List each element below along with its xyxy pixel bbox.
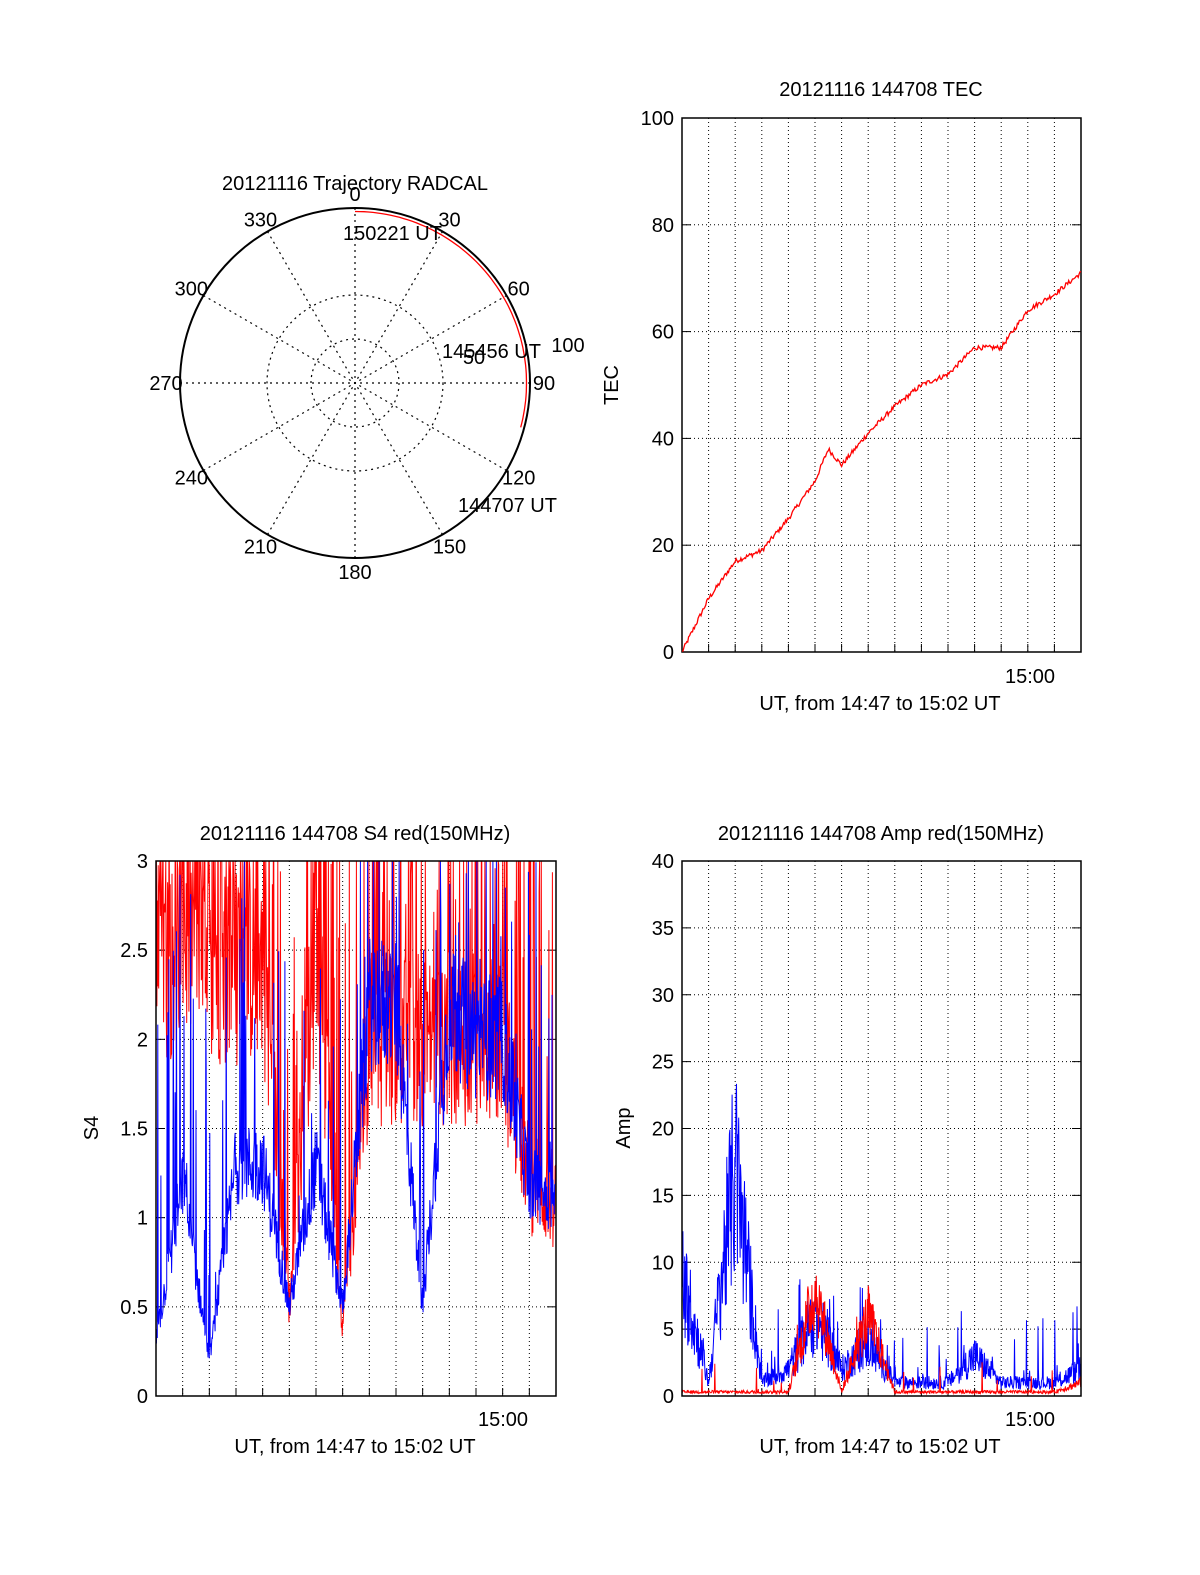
y-tick-label: 20	[652, 1119, 674, 1141]
s4-y-tick-labels: 0 0.5 1 1.5 2 2.5 3	[120, 851, 148, 1408]
amp-plot: 20121116 144708 Amp red(150MHz) 0 5 10 15 20…	[613, 823, 1082, 1458]
s4-axes-frame	[155, 860, 557, 1397]
polar-angle-label: 30	[438, 209, 460, 231]
polar-angle-label: 120	[502, 468, 535, 490]
amp-axes-frame	[681, 860, 1082, 1397]
y-tick-label: 3	[137, 851, 148, 873]
polar-angle-label: 270	[149, 373, 182, 395]
polar-spoke	[266, 231, 444, 535]
polar-angle-label: 330	[244, 209, 277, 231]
y-tick-label: 5	[663, 1319, 674, 1341]
tec-series-red	[681, 270, 1082, 652]
amp-y-tick-labels: 0 5 10 15 20 25 30 35 40	[652, 851, 674, 1408]
y-tick-label: 1	[137, 1208, 148, 1230]
tec-axes-frame	[681, 117, 1082, 653]
s4-plot: 20121116 144708 S4 red(150MHz) 0 0.5 1 1.5 2…	[81, 823, 557, 1458]
s4-title: 20121116 144708 S4 red(150MHz)	[200, 823, 511, 845]
polar-radial-label-50: 50	[463, 347, 485, 369]
y-tick-label: 15	[652, 1185, 674, 1207]
y-tick-label: 40	[652, 851, 674, 873]
y-tick-label: 10	[652, 1252, 674, 1274]
amp-y-axis-label: Amp	[613, 1107, 635, 1148]
tec-title: 20121116 144708 TEC	[779, 79, 983, 101]
tec-grid	[682, 117, 1081, 653]
y-tick-label: 30	[652, 985, 674, 1007]
series-trace	[681, 1275, 1082, 1396]
y-tick-label: 20	[652, 535, 674, 557]
amp-series-red	[681, 1275, 1082, 1396]
amp-x-tick-label: 15:00	[1005, 1409, 1055, 1431]
amp-title: 20121116 144708 Amp red(150MHz)	[718, 823, 1044, 845]
y-tick-label: 80	[652, 215, 674, 237]
polar-ring-inner	[310, 338, 400, 428]
polar-angle-label: 300	[175, 279, 208, 301]
y-tick-label: 0	[663, 1386, 674, 1408]
y-tick-label: 0.5	[120, 1297, 148, 1319]
polar-angle-label: 0	[349, 184, 360, 206]
polar-radial-label-100: 100	[551, 335, 584, 357]
y-tick-label: 25	[652, 1052, 674, 1074]
s4-series-blue	[155, 860, 557, 1359]
y-tick-label: 0	[137, 1386, 148, 1408]
polar-annotation-mid: 145456 UT	[442, 341, 541, 363]
polar-annotation-start: 144707 UT	[458, 495, 557, 517]
amp-x-axis-label: UT, from 14:47 to 15:02 UT	[759, 1436, 1000, 1458]
amp-grid	[682, 860, 1081, 1397]
polar-ring-outer	[266, 294, 444, 472]
polar-angle-label: 210	[244, 537, 277, 559]
y-tick-label: 40	[652, 428, 674, 450]
tec-x-tick-label: 15:00	[1005, 666, 1055, 688]
y-tick-label: 60	[652, 322, 674, 344]
polar-spokes	[180, 208, 530, 558]
polar-angle-label: 60	[508, 279, 530, 301]
tec-plot: 20121116 144708 TEC 0 20 40 60 80 100 15:00 U…	[601, 79, 1082, 715]
y-tick-label: 2	[137, 1029, 148, 1051]
s4-y-axis-label: S4	[81, 1116, 103, 1140]
polar-angle-labels: 0 30 60 90 120 150 180 210 240 270 300 330	[149, 184, 555, 584]
s4-x-axis-label: UT, from 14:47 to 15:02 UT	[234, 1436, 475, 1458]
series-trace	[155, 860, 557, 1359]
y-tick-label: 35	[652, 918, 674, 940]
polar-angle-label: 90	[533, 373, 555, 395]
y-tick-label: 100	[641, 108, 674, 130]
polar-angle-label: 150	[433, 537, 466, 559]
tec-y-axis-label: TEC	[601, 365, 623, 405]
y-tick-label: 2.5	[120, 940, 148, 962]
polar-angle-label: 180	[338, 562, 371, 584]
polar-title: 20121116 Trajectory RADCAL	[222, 173, 488, 195]
s4-x-tick-label: 15:00	[478, 1409, 528, 1431]
polar-trajectory-plot: 20121116 Trajectory RADCAL 0 30 60 90 120 150…	[149, 173, 584, 584]
y-tick-label: 1.5	[120, 1119, 148, 1141]
polar-angle-label: 240	[175, 468, 208, 490]
tec-x-axis-label: UT, from 14:47 to 15:02 UT	[759, 693, 1000, 715]
y-tick-label: 0	[663, 642, 674, 664]
polar-trajectory-line	[354, 210, 528, 428]
polar-annotation-end: 150221 UT	[343, 223, 442, 245]
tec-y-tick-labels: 0 20 40 60 80 100	[641, 108, 674, 664]
